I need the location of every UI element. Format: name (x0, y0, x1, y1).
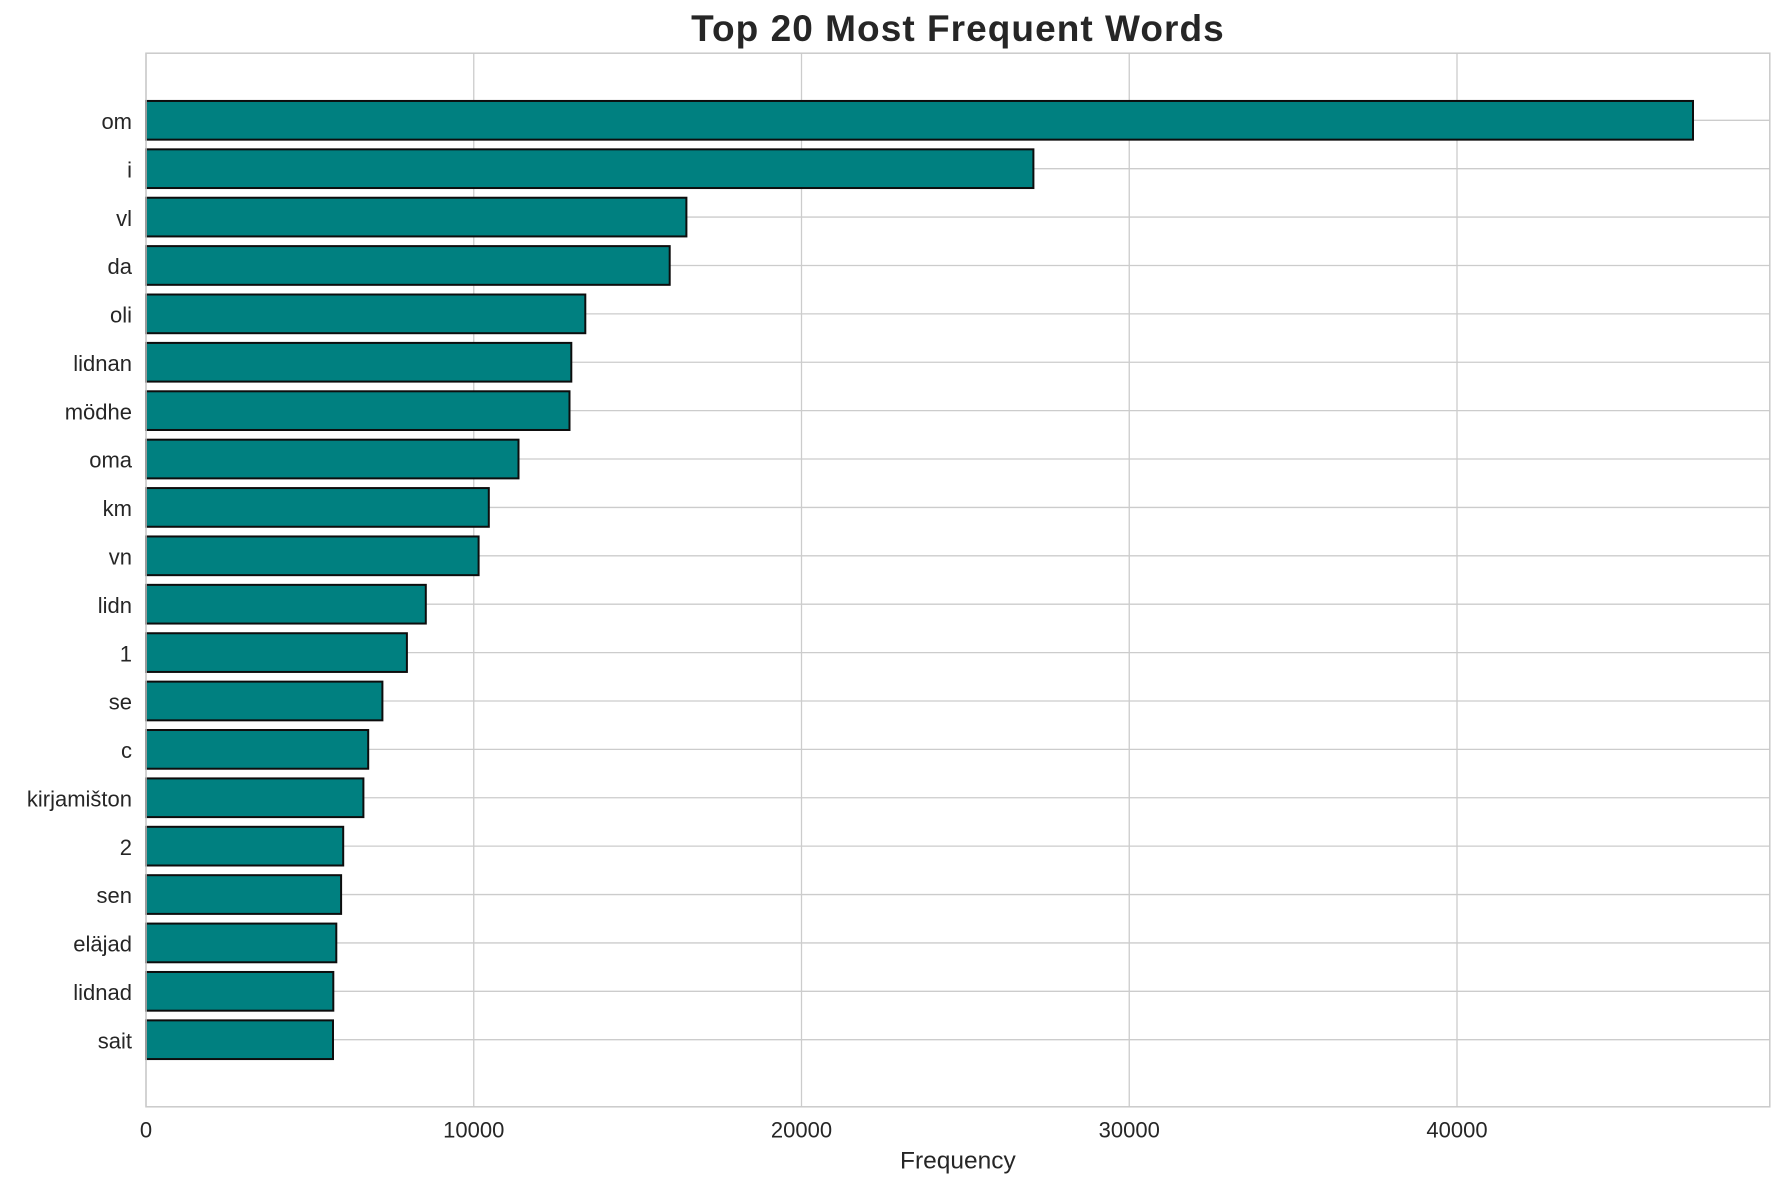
svg-text:oma: oma (89, 448, 133, 473)
svg-text:10000: 10000 (443, 1118, 504, 1143)
svg-text:mödhe: mödhe (65, 399, 132, 424)
svg-text:40000: 40000 (1426, 1118, 1487, 1143)
svg-text:lidnan: lidnan (73, 351, 132, 376)
svg-text:kirjamišton: kirjamišton (27, 786, 132, 811)
svg-text:sen: sen (97, 883, 132, 908)
svg-text:2: 2 (120, 835, 132, 860)
svg-text:se: se (109, 690, 132, 715)
svg-text:lidnad: lidnad (73, 980, 132, 1005)
svg-text:km: km (103, 496, 132, 521)
svg-text:Top 20 Most Frequent Words: Top 20 Most Frequent Words (691, 8, 1225, 49)
svg-text:c: c (121, 738, 132, 763)
svg-text:sait: sait (98, 1028, 132, 1053)
svg-text:0: 0 (140, 1118, 152, 1143)
svg-text:da: da (108, 254, 133, 279)
svg-text:1: 1 (120, 641, 132, 666)
svg-text:om: om (101, 109, 132, 134)
svg-text:eläjad: eläjad (73, 932, 132, 957)
svg-text:30000: 30000 (1099, 1118, 1160, 1143)
svg-text:vl: vl (116, 206, 132, 231)
svg-text:Frequency: Frequency (900, 1148, 1017, 1175)
svg-text:i: i (127, 157, 132, 182)
svg-text:vn: vn (109, 545, 132, 570)
svg-text:lidn: lidn (98, 593, 132, 618)
svg-text:oli: oli (110, 303, 132, 328)
svg-text:20000: 20000 (771, 1118, 832, 1143)
